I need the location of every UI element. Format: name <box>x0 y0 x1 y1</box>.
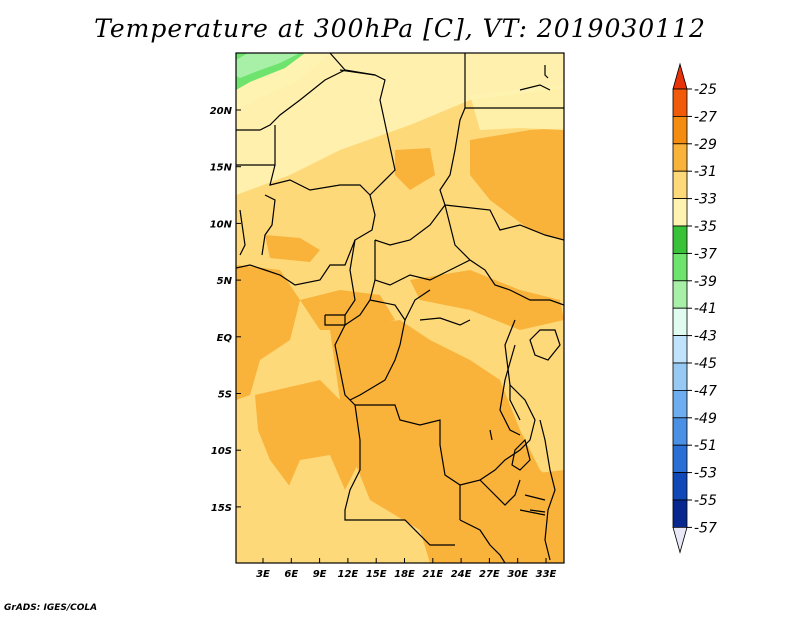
colorbar-label: -45 <box>694 356 717 372</box>
lon-tick-label: 27E <box>479 569 500 580</box>
lat-tick-label: 5N <box>217 276 233 287</box>
colorbar-bin <box>672 88 688 117</box>
colorbar-label: -43 <box>694 329 717 345</box>
lat-tick-label: 10S <box>211 446 232 457</box>
lon-tick-label: 6E <box>284 569 298 580</box>
colorbar-bin <box>672 252 688 282</box>
lat-tick-label: 15N <box>210 163 233 174</box>
colorbar-label: -55 <box>694 493 717 509</box>
latitude-axis: 20N 15N 10N 5N EQ 5S 10S 15S <box>210 106 241 514</box>
lon-tick-label: 9E <box>313 569 327 580</box>
colorbar: -25 -27 -29 -31 -33 -35 -37 -39 -41 -43 -45 -47 -49 -… <box>672 62 717 554</box>
lon-tick-label: 30E <box>507 569 528 580</box>
lon-tick-label: 21E <box>422 569 443 580</box>
colorbar-label: -47 <box>694 383 717 399</box>
colorbar-bin <box>672 362 688 391</box>
colorbar-label: -25 <box>694 82 717 98</box>
colorbar-label: -33 <box>694 192 717 208</box>
map-title: Temperature at 300hPa [C], VT: 201903011… <box>94 14 706 43</box>
colorbar-label: -35 <box>694 219 717 235</box>
lat-tick-label: 20N <box>210 106 233 117</box>
colorbar-bin <box>672 499 688 528</box>
colorbar-top-arrow <box>672 62 688 90</box>
colorbar-bin <box>672 472 688 501</box>
colorbar-bin <box>672 143 688 172</box>
lon-tick-label: 33E <box>536 569 557 580</box>
colorbar-bin <box>672 280 688 309</box>
lon-tick-label: 3E <box>256 569 270 580</box>
lon-tick-label: 12E <box>338 569 359 580</box>
map-frame <box>235 52 565 564</box>
colorbar-label: -49 <box>694 411 717 427</box>
colorbar-bin <box>672 417 688 446</box>
colorbar-label: -53 <box>694 466 717 482</box>
colorbar-label: -41 <box>694 301 717 317</box>
lon-tick-label: 15E <box>366 569 387 580</box>
longitude-axis: 3E 6E 9E 12E 15E 18E 21E 24E 27E 30E 33E <box>256 558 557 580</box>
colorbar-label: -57 <box>694 520 717 536</box>
lat-tick-label: 15S <box>211 503 232 514</box>
colorbar-bin <box>672 170 688 199</box>
country-borders <box>236 53 564 563</box>
colorbar-bin <box>672 225 688 254</box>
colorbar-bin <box>672 116 688 145</box>
colorbar-label: -29 <box>694 137 717 153</box>
lon-tick-label: 24E <box>451 569 472 580</box>
colorbar-label: -31 <box>694 164 717 180</box>
lat-tick-label: 5S <box>218 390 232 401</box>
lon-tick-label: 18E <box>394 569 415 580</box>
lat-tick-label: EQ <box>217 333 233 344</box>
colorbar-bin <box>672 307 688 337</box>
colorbar-label: -51 <box>694 438 717 454</box>
colorbar-bin <box>672 389 688 419</box>
colorbar-bottom-arrow <box>672 527 688 554</box>
colorbar-bin <box>672 198 688 227</box>
colorbar-label: -27 <box>694 109 717 125</box>
grads-credit: GrADS: IGES/COLA <box>4 603 98 613</box>
colorbar-bin <box>672 444 688 474</box>
colorbar-label: -37 <box>694 246 717 262</box>
temperature-field <box>236 53 564 563</box>
colorbar-bin <box>672 335 688 364</box>
lat-tick-label: 10N <box>210 219 233 230</box>
colorbar-label: -39 <box>694 274 717 290</box>
